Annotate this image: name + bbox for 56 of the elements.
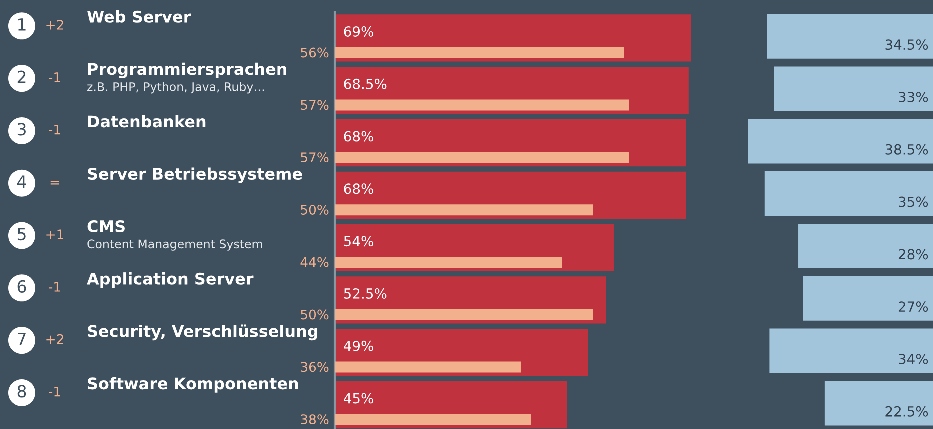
- text: +2: [46, 334, 64, 344]
- data-label: 56%: [301, 48, 329, 58]
- data-label: 38%: [301, 414, 329, 425]
- data-label: 34%: [899, 354, 928, 364]
- data-label: 50%: [301, 310, 329, 320]
- text: 2: [18, 70, 26, 84]
- data-label: 35%: [899, 196, 928, 208]
- y-tick-label: CMS Content Management System: [88, 220, 262, 251]
- text: +2: [46, 20, 64, 30]
- data-label: 27%: [898, 302, 928, 312]
- bar: [770, 328, 933, 374]
- data-label: 68%: [344, 131, 374, 142]
- y-tick-label: Datenbanken: [88, 115, 206, 128]
- bar: [824, 381, 933, 426]
- text: -1: [49, 72, 60, 82]
- text: -1: [49, 124, 60, 135]
- data-label: 49%: [344, 340, 374, 352]
- y-tick-label: Server Betriebssysteme: [88, 168, 302, 184]
- bar: [748, 119, 933, 164]
- text: 8: [18, 385, 26, 398]
- bar: [774, 66, 933, 112]
- data-label: 38.5%: [886, 144, 928, 155]
- text: 3: [18, 123, 26, 136]
- data-label: 52.5%: [344, 288, 387, 299]
- text: +1: [46, 230, 64, 240]
- text: -1: [49, 282, 60, 292]
- data-label: 57%: [301, 100, 329, 110]
- data-label: 33%: [899, 92, 928, 102]
- data-label: 36%: [301, 362, 329, 372]
- data-label: 45%: [344, 393, 374, 404]
- data-label: 50%: [301, 204, 329, 215]
- data-label: 68.5%: [344, 78, 387, 90]
- text: -1: [49, 386, 60, 397]
- bar: [767, 14, 933, 59]
- text: 7: [18, 332, 26, 346]
- bar: [798, 224, 933, 268]
- data-label: 34.5%: [886, 40, 928, 50]
- y-tick-label: Security, Verschlüsselung: [88, 324, 318, 341]
- y-tick-label: Web Server: [87, 10, 192, 23]
- text: 4: [18, 176, 26, 188]
- text: 6: [18, 280, 26, 293]
- data-label: 68%: [344, 184, 374, 194]
- text: =: [50, 181, 60, 185]
- data-label: 44%: [300, 257, 329, 268]
- y-tick-label: Programmiersprachen z.B. PHP, Python, Java, Ruby…: [88, 62, 287, 94]
- bar: [803, 276, 933, 321]
- text: 1: [18, 18, 26, 31]
- data-label: 28%: [898, 249, 928, 260]
- data-label: 22.5%: [886, 406, 928, 417]
- y-tick-label: Software Komponenten: [88, 377, 298, 393]
- data-label: 57%: [301, 152, 329, 163]
- bar: [764, 172, 933, 216]
- y-tick-label: Application Server: [87, 272, 254, 288]
- text: 5: [18, 228, 26, 241]
- data-label: 69%: [344, 26, 374, 37]
- data-label: 54%: [344, 236, 374, 247]
